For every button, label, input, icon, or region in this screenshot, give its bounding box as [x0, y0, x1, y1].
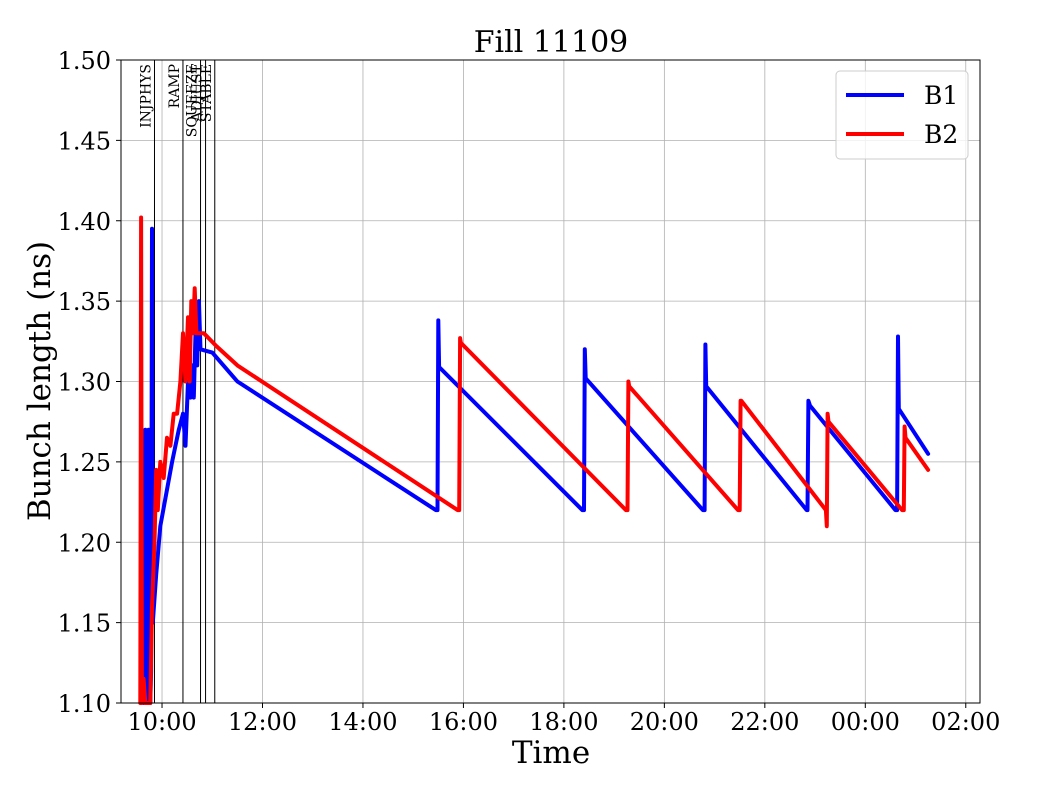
phase-label-stable: STABLE — [199, 64, 215, 122]
x-tick-label: 16:00 — [429, 708, 498, 736]
y-axis-title: Bunch length (ns) — [22, 241, 58, 521]
legend-label-b1: B1 — [924, 81, 958, 110]
x-tick-label: 18:00 — [529, 708, 598, 736]
phase-label-adjust: ADJUST — [190, 63, 206, 122]
y-tick-label: 1.50 — [58, 47, 111, 75]
x-tick-label: 22:00 — [730, 708, 799, 736]
y-axis: 1.10 1.15 1.20 1.25 1.30 1.35 1.40 1.45 1.50 — [58, 47, 121, 718]
phase-label-ramp: RAMP — [167, 64, 183, 108]
x-tick-label: 10:00 — [127, 708, 196, 736]
x-axis-title: Time — [512, 735, 590, 771]
chart-title: Fill 11109 — [474, 25, 629, 60]
series-line-b1 — [141, 226, 931, 705]
y-tick-label: 1.15 — [58, 610, 111, 638]
x-tick-label: 20:00 — [630, 708, 699, 736]
y-tick-label: 1.25 — [58, 449, 111, 477]
y-tick-label: 1.35 — [58, 288, 111, 316]
y-tick-label: 1.10 — [58, 690, 111, 718]
legend-label-b2: B2 — [924, 120, 958, 149]
phase-label-injphys: INJPHYS — [138, 64, 154, 128]
x-tick-label: 14:00 — [328, 708, 397, 736]
x-tick-label: 12:00 — [228, 708, 297, 736]
y-tick-label: 1.45 — [58, 127, 111, 155]
y-tick-label: 1.40 — [58, 208, 111, 236]
series-line-b2 — [138, 215, 931, 705]
y-tick-label: 1.20 — [58, 529, 111, 557]
x-tick-label: 00:00 — [831, 708, 900, 736]
x-axis: 10:00 12:00 14:00 16:00 18:00 20:00 22:00 00:00… — [127, 703, 1000, 736]
y-tick-label: 1.30 — [58, 369, 111, 397]
phase-label-squeeze: SQUEEZE — [185, 64, 201, 137]
series-lines — [138, 215, 931, 705]
x-tick-label: 02:00 — [931, 708, 1000, 736]
